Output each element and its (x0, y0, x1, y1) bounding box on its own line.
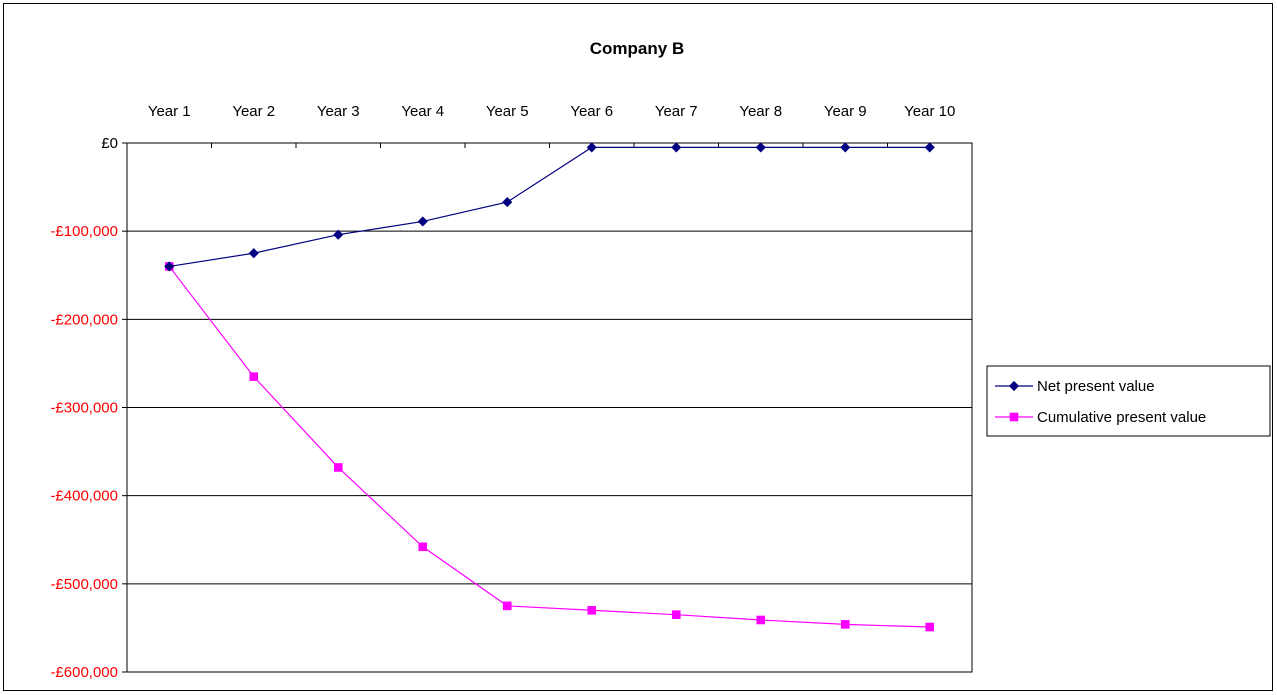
plot-area: £0 -£100,000 -£200,000 -£300,000 -£400,000 -£… (50, 103, 973, 681)
data-point (587, 605, 597, 615)
data-point (840, 142, 851, 153)
x-tick-label: Year 7 (655, 103, 698, 120)
series-line-net-present-value (169, 146, 930, 268)
data-point (671, 610, 681, 619)
chart-title: Company B (590, 39, 684, 58)
data-point (755, 142, 766, 153)
data-point (925, 622, 935, 632)
x-tick-label: Year 1 (148, 103, 191, 120)
series-line-cumulative-present-value (168, 266, 930, 628)
y-tick-label: -£300,000 (50, 400, 118, 417)
y-tick-label: £0 (101, 135, 118, 152)
chart-frame: Company B £0 -£100,000 -£200,000 -£300,000 -… (3, 3, 1273, 691)
x-tick-label: Year 4 (401, 103, 444, 120)
legend-label: Cumulative present value (1037, 409, 1206, 426)
legend-swatch-marker (1009, 412, 1019, 422)
data-point (924, 142, 935, 153)
y-tick-label: -£500,000 (50, 576, 118, 593)
legend-swatch-marker (1008, 380, 1020, 392)
data-point (333, 463, 343, 472)
data-point (249, 372, 259, 381)
data-point (502, 601, 512, 611)
legend-label: Net present value (1037, 378, 1155, 395)
x-tick-label: Year 6 (570, 103, 613, 120)
x-tick-label: Year 8 (739, 103, 782, 120)
x-tick-label: Year 2 (232, 103, 275, 120)
x-tick-label: Year 10 (904, 103, 955, 120)
data-point (164, 261, 175, 272)
x-tick-label: Year 5 (486, 103, 529, 120)
chart-svg: Company B £0 -£100,000 -£200,000 -£300,000 -… (50, 39, 1271, 681)
legend-box (986, 365, 1271, 437)
x-tick-label: Year 3 (317, 103, 360, 120)
x-tick-label: Year 9 (824, 103, 867, 120)
data-point (333, 229, 344, 240)
data-point (248, 248, 259, 259)
legend: Net present value Cumulative present valu… (986, 365, 1271, 437)
data-point (586, 142, 597, 153)
data-point (671, 142, 682, 153)
data-point (756, 615, 766, 625)
data-point (418, 542, 428, 552)
y-tick-label: -£400,000 (50, 488, 118, 505)
data-point (502, 197, 513, 208)
y-tick-label: -£200,000 (50, 311, 118, 328)
data-point (840, 620, 850, 629)
y-tick-label: -£100,000 (50, 223, 118, 240)
data-point (417, 216, 428, 227)
y-tick-label: -£600,000 (50, 664, 118, 681)
